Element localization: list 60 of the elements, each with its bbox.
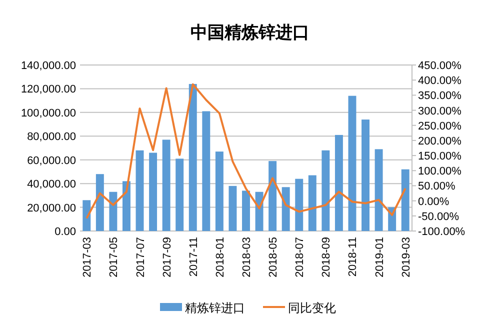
y-tick-label: 60,000.00 <box>27 154 76 167</box>
bar <box>322 150 330 231</box>
bar <box>109 192 118 231</box>
bar <box>82 200 91 231</box>
x-tick-label: 2017-03 <box>82 237 94 278</box>
y-tick-label: 0.00 <box>54 226 76 238</box>
x-tick-label: 2017-07 <box>134 237 147 278</box>
y-tick-label: 120,000.00 <box>20 84 76 96</box>
y2-tick-label: 250.00% <box>418 120 462 132</box>
bar <box>202 111 210 231</box>
bar <box>136 150 144 231</box>
bar <box>362 120 370 231</box>
bar <box>122 181 130 231</box>
y2-tick-label: 400.00% <box>418 75 462 88</box>
x-tick-label: 2019-01 <box>374 237 386 278</box>
y-tick-label: 100,000.00 <box>20 107 76 120</box>
y2-tick-label: 200.00% <box>418 135 462 148</box>
bar <box>149 152 158 231</box>
y2-tick-label: 450.00% <box>418 60 462 72</box>
bar <box>268 161 277 231</box>
bar <box>96 174 104 231</box>
bar <box>308 175 316 231</box>
line-series <box>86 83 406 220</box>
legend-label: 精炼锌进口 <box>185 301 245 315</box>
y2-tick-label: 300.00% <box>418 105 462 118</box>
bar <box>401 169 410 231</box>
x-tick-label: 2018-11 <box>347 237 360 277</box>
y-tick-label: 80,000.00 <box>27 131 76 144</box>
x-tick-label: 2017-05 <box>108 237 120 278</box>
y2-tick-label: 50.00% <box>418 180 456 193</box>
y2-tick-label: 150.00% <box>418 150 462 163</box>
y2-tick-label: 350.00% <box>418 90 462 102</box>
x-tick-label: 2019-03 <box>400 237 412 278</box>
chart-title: 中国精炼锌进口 <box>190 23 310 42</box>
bar <box>228 186 237 231</box>
bar <box>176 158 184 231</box>
bar <box>295 178 304 231</box>
y-tick-label: 40,000.00 <box>27 178 76 191</box>
bar <box>188 84 197 231</box>
x-tick-label: 2017-09 <box>161 237 174 278</box>
y-tick-label: 140,000.00 <box>20 60 76 72</box>
bar <box>334 134 343 231</box>
y2-tick-label: -50.00% <box>418 210 460 223</box>
x-tick-label: 2018-01 <box>214 237 226 278</box>
legend-label: 同比变化 <box>288 301 336 315</box>
bar <box>162 140 170 231</box>
x-tick-label: 2017-11 <box>188 237 200 277</box>
y2-tick-label: 0.00% <box>418 196 450 208</box>
y2-tick-label: 100.00% <box>418 166 462 178</box>
x-tick-label: 2018-07 <box>294 237 306 278</box>
x-tick-label: 2018-09 <box>320 237 333 278</box>
bar <box>374 149 383 231</box>
bar <box>242 190 250 231</box>
bar <box>348 96 356 231</box>
y-tick-label: 20,000.00 <box>27 202 76 214</box>
bar <box>215 152 224 231</box>
bar <box>282 187 290 231</box>
x-tick-label: 2018-05 <box>268 237 280 278</box>
y2-tick-label: -100.00% <box>418 226 466 238</box>
x-tick-label: 2018-03 <box>241 237 253 278</box>
